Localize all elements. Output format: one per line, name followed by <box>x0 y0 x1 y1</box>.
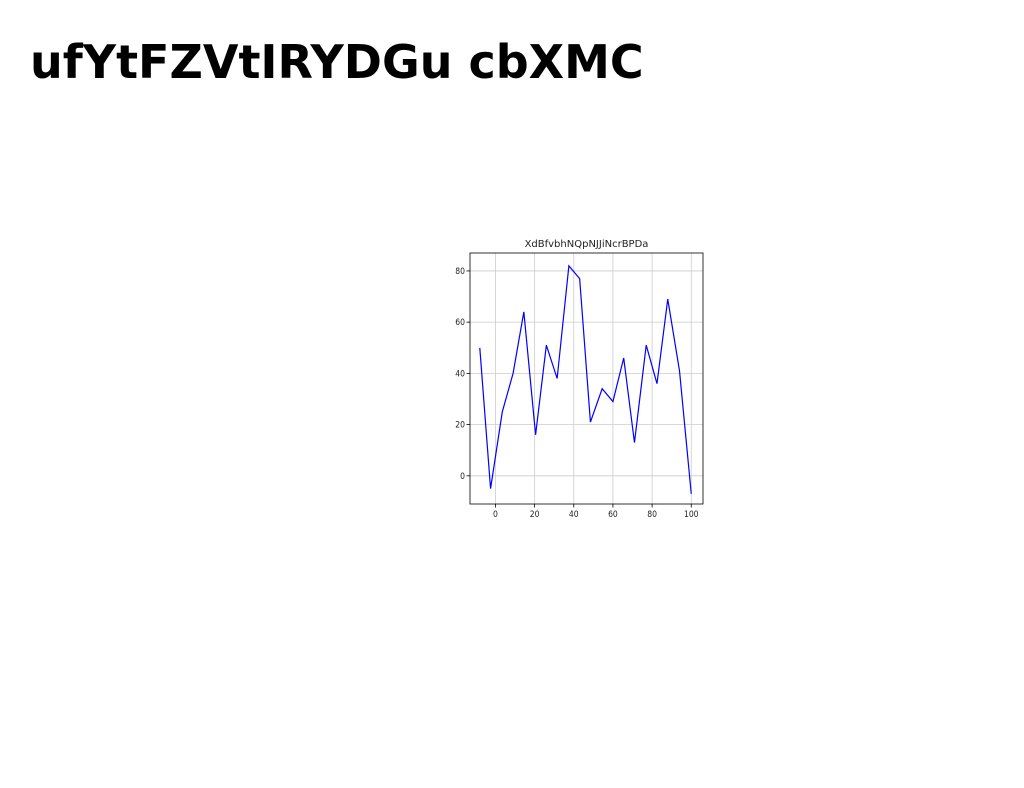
data-point <box>568 265 569 266</box>
x-tick-label: 100 <box>684 510 699 520</box>
grid-layer <box>470 253 703 504</box>
x-tick-label: 40 <box>569 510 579 520</box>
x-tick-label: 60 <box>608 510 618 520</box>
data-point <box>490 488 491 489</box>
x-tick-label: 0 <box>493 510 498 520</box>
data-point <box>590 421 591 422</box>
data-point <box>691 493 692 494</box>
chart-svg: 0 20 40 60 80 100 0 20 40 60 80 XdBfvbhNQpNJJiNcrB… <box>455 239 704 520</box>
y-tick-label: 0 <box>460 472 465 482</box>
data-point <box>546 345 547 346</box>
y-tick-label: 20 <box>455 421 465 431</box>
data-point <box>602 388 603 389</box>
y-tick-label: 60 <box>455 318 465 328</box>
tick-layer: 0 20 40 60 80 100 0 20 40 60 80 <box>455 267 698 520</box>
page-title: ufYtFZVtIRYDGu cbXMC <box>30 35 644 89</box>
data-point <box>634 442 635 443</box>
data-point <box>646 345 647 346</box>
series-layer <box>479 264 692 494</box>
data-point <box>667 299 668 300</box>
data-point <box>502 411 503 412</box>
data-point <box>579 278 580 279</box>
plot-frame <box>469 252 704 505</box>
data-point <box>523 311 524 312</box>
data-point <box>479 347 480 348</box>
data-point <box>679 370 680 371</box>
x-tick-label: 80 <box>647 510 657 520</box>
data-point <box>557 378 558 379</box>
chart-title: XdBfvbhNQpNJJiNcrBPDa <box>525 239 649 250</box>
line-chart: 0 20 40 60 80 100 0 20 40 60 80 XdBfvbhNQpNJJiNcrB… <box>440 230 720 530</box>
data-point <box>612 401 613 402</box>
data-point <box>512 373 513 374</box>
y-tick-label: 80 <box>455 267 465 277</box>
data-point <box>535 434 536 435</box>
data-point <box>623 357 624 358</box>
y-tick-label: 40 <box>455 369 465 379</box>
series-line <box>479 264 692 494</box>
data-point <box>656 383 657 384</box>
x-tick-label: 20 <box>530 510 540 520</box>
